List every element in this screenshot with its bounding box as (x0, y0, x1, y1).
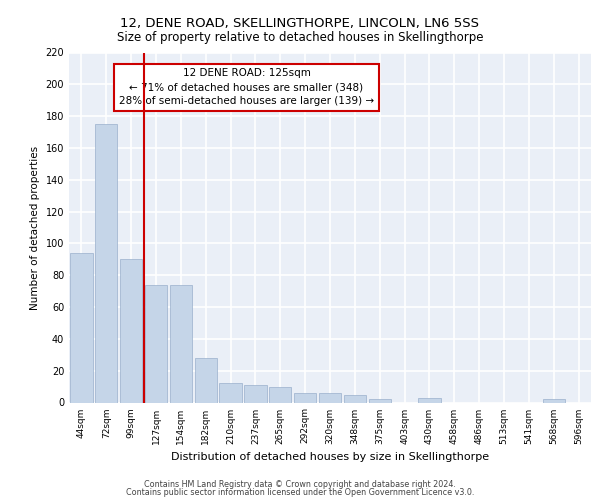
Text: Size of property relative to detached houses in Skellingthorpe: Size of property relative to detached ho… (117, 31, 483, 44)
Bar (319, 393, 341, 402)
Text: Contains HM Land Registry data © Crown copyright and database right 2024.: Contains HM Land Registry data © Crown c… (144, 480, 456, 489)
Bar (170, 285, 192, 403)
Bar (542, 400, 565, 402)
Bar (220, 384, 242, 402)
Text: 12, DENE ROAD, SKELLINGTHORPE, LINCOLN, LN6 5SS: 12, DENE ROAD, SKELLINGTHORPE, LINCOLN, … (121, 18, 479, 30)
Bar (294, 393, 316, 402)
Bar (95, 124, 118, 402)
Bar (244, 385, 266, 402)
Bar (269, 386, 292, 402)
Bar (418, 398, 440, 402)
Text: Contains public sector information licensed under the Open Government Licence v3: Contains public sector information licen… (126, 488, 474, 497)
Bar (145, 285, 167, 403)
Bar (120, 260, 142, 402)
Text: 12 DENE ROAD: 125sqm
← 71% of detached houses are smaller (348)
28% of semi-deta: 12 DENE ROAD: 125sqm ← 71% of detached h… (119, 68, 374, 106)
Bar (344, 394, 366, 402)
Y-axis label: Number of detached properties: Number of detached properties (30, 146, 40, 310)
X-axis label: Distribution of detached houses by size in Skellingthorpe: Distribution of detached houses by size … (171, 452, 489, 462)
Bar (368, 400, 391, 402)
Bar (194, 358, 217, 403)
Bar (70, 253, 92, 402)
